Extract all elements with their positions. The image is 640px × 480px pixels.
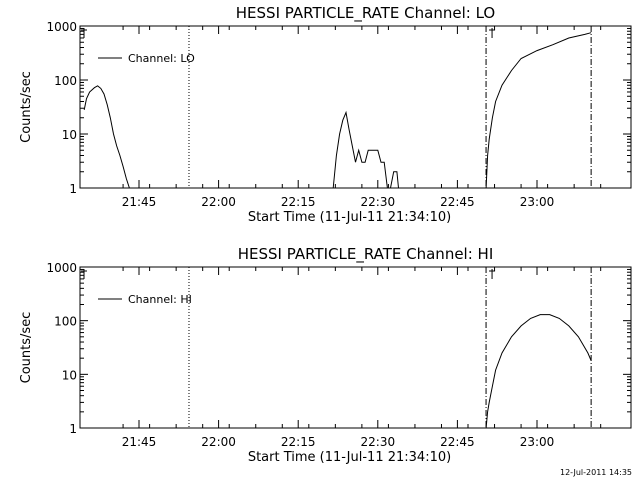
legend-entry: Channel: LO	[128, 52, 195, 65]
series-line	[332, 110, 388, 189]
x-tick-label: 22:15	[281, 435, 316, 449]
x-tick-label: 22:45	[440, 435, 475, 449]
x-tick-label: 22:30	[361, 195, 396, 209]
y-tick-label: 10	[62, 128, 77, 142]
x-tick-label: 22:30	[361, 435, 396, 449]
y-tick-label: 100	[54, 315, 77, 329]
series-line	[83, 85, 130, 189]
plot-frame	[79, 25, 632, 189]
x-axis-label: Start Time (11-Jul-11 21:34:10)	[248, 450, 451, 465]
x-tick-label: 23:00	[520, 195, 555, 209]
x-tick-label: 21:45	[122, 195, 157, 209]
y-tick-label: 10	[62, 368, 77, 382]
y-tick-label: 1000	[46, 261, 77, 275]
y-axis-label: Counts/sec	[19, 312, 34, 384]
series-line	[485, 32, 592, 189]
plot-frame	[79, 266, 632, 429]
chart-title: HESSI PARTICLE_RATE Channel: LO	[236, 4, 495, 23]
x-tick-label: 22:00	[201, 195, 236, 209]
x-tick-label: 22:15	[281, 195, 316, 209]
x-tick-label: 21:45	[122, 435, 157, 449]
chart-title: HESSI PARTICLE_RATE Channel: HI	[238, 245, 494, 264]
series-line	[390, 171, 399, 189]
x-tick-label: 23:00	[520, 435, 555, 449]
y-tick-label: 100	[54, 74, 77, 88]
y-axis-label: Counts/sec	[19, 71, 34, 143]
y-tick-label: 1000	[46, 20, 77, 34]
x-tick-label: 22:45	[440, 195, 475, 209]
y-tick-label: 1	[69, 182, 77, 196]
chart-panel-1: HESSI PARTICLE_RATE Channel: LO 1 10 100 100…	[19, 4, 632, 225]
timestamp: 12-Jul-2011 14:35	[559, 468, 632, 477]
y-tick-label: 1	[69, 422, 77, 436]
legend-entry: Channel: HI	[128, 293, 192, 306]
chart-panel-2: HESSI PARTICLE_RATE Channel: HI 1 10 100 100…	[19, 245, 632, 465]
x-tick-label: 22:00	[201, 435, 236, 449]
x-axis-label: Start Time (11-Jul-11 21:34:10)	[248, 210, 451, 225]
series-line	[485, 314, 592, 429]
